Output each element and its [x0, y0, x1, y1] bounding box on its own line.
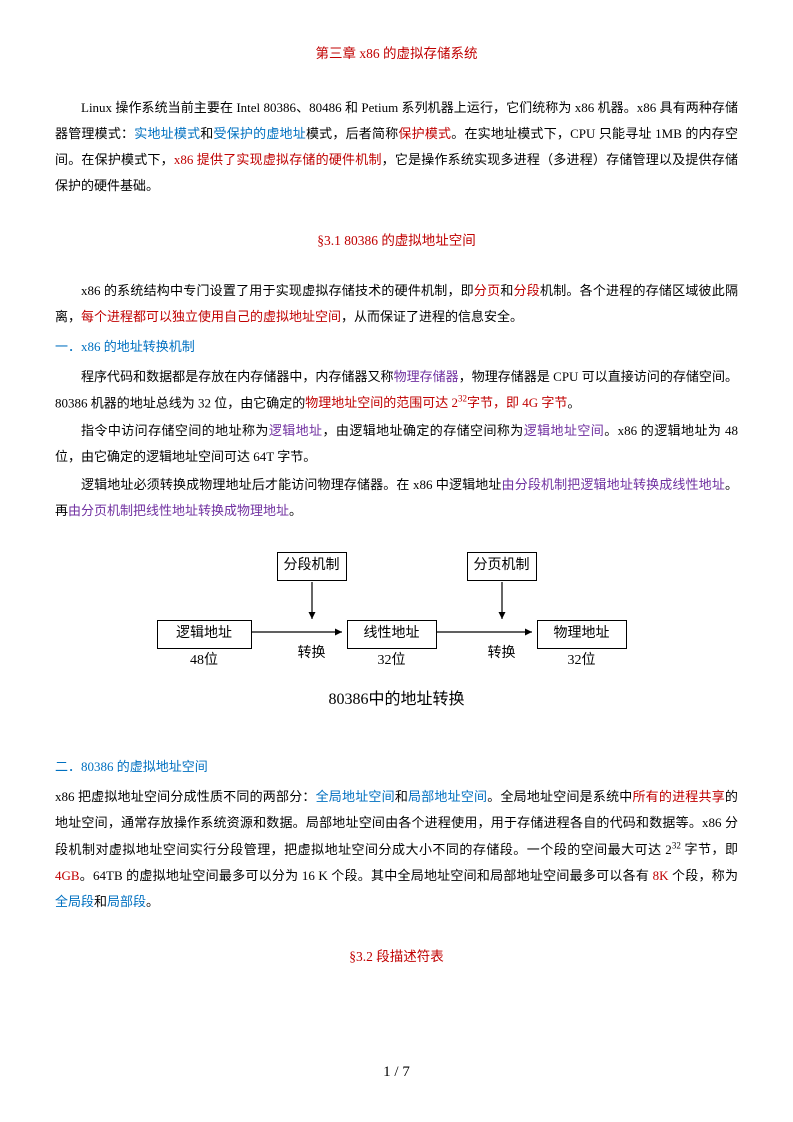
- term-process-virtual-space: 每个进程都可以独立使用自己的虚拟地址空间: [81, 309, 341, 324]
- text: 和: [94, 894, 107, 909]
- box-physical-address: 物理地址: [537, 620, 627, 648]
- term-page-convert: 由分页机制把线性地址转换成物理地址: [68, 503, 289, 518]
- s31-p1: x86 的系统结构中专门设置了用于实现虚拟存储技术的硬件机制，即分页和分段机制。…: [55, 278, 738, 330]
- term-segmentation: 分段: [514, 283, 540, 298]
- subheading-1: 一．x86 的地址转换机制: [55, 334, 738, 360]
- term-logical-address: 逻辑地址: [269, 423, 323, 438]
- subheading-2: 二．80386 的虚拟地址空间: [55, 754, 738, 780]
- text: 。64TB 的虚拟地址空间最多可以分为 16 K 个段。其中全局地址空间和局部地…: [80, 868, 653, 883]
- box-logical-address: 逻辑地址: [157, 620, 252, 648]
- text: 。: [289, 503, 302, 518]
- text: 和: [200, 126, 213, 141]
- label-convert-2: 转换: [472, 640, 532, 668]
- s31b-p1: 程序代码和数据都是存放在内存储器中，内存储器又称物理存储器，物理存储器是 CPU…: [55, 364, 738, 416]
- diagram-caption: 80386中的地址转换: [147, 684, 647, 716]
- text: x86 把虚拟地址空间分成性质不同的两部分：: [55, 789, 316, 804]
- chapter-title: 第三章 x86 的虚拟存储系统: [55, 40, 738, 67]
- term-hardware-mechanism: x86 提供了实现虚拟存储的硬件机制: [174, 152, 382, 167]
- term-local-segment: 局部段: [107, 894, 146, 909]
- text: 程序代码和数据都是存放在内存储器中，内存储器又称: [81, 369, 394, 384]
- term-protected-mode: 保护模式: [398, 126, 451, 141]
- term-real-mode: 实地址模式: [134, 126, 200, 141]
- text: 逻辑地址必须转换成物理地址后才能访问物理存储器。在 x86 中逻辑地址: [81, 477, 502, 492]
- label-48bit: 48位: [157, 647, 252, 675]
- text: 个段，称为: [669, 868, 738, 883]
- text: 。: [567, 395, 580, 410]
- text: ，从而保证了进程的信息安全。: [341, 309, 523, 324]
- page-number: 1 / 7: [0, 1057, 793, 1087]
- text: ，由逻辑地址确定的存储空间称为: [322, 423, 523, 438]
- term-protected-virtual: 受保护的虚地址: [214, 126, 306, 141]
- text: 字节，即: [681, 842, 738, 857]
- text: 和: [500, 283, 513, 298]
- term-8k: 8K: [653, 868, 669, 883]
- term-4gb: 4GB: [55, 868, 80, 883]
- term-global-space: 全局地址空间: [316, 789, 395, 804]
- term-global-segment: 全局段: [55, 894, 94, 909]
- text: x86 的系统结构中专门设置了用于实现虚拟存储技术的硬件机制，即: [81, 283, 474, 298]
- s31c-p1: x86 把虚拟地址空间分成性质不同的两部分：全局地址空间和局部地址空间。全局地址…: [55, 784, 738, 914]
- text: 指令中访问存储空间的地址称为: [81, 423, 269, 438]
- text: 。全局地址空间是系统中: [487, 789, 632, 804]
- label-32bit-2: 32位: [537, 647, 627, 675]
- s31b-p2: 指令中访问存储空间的地址称为逻辑地址，由逻辑地址确定的存储空间称为逻辑地址空间。…: [55, 418, 738, 470]
- term-shared-by-all: 所有的进程共享: [632, 789, 724, 804]
- term-physical-range: 物理地址空间的范围可达 232字节，即 4G 字节: [305, 395, 567, 410]
- text: 和: [395, 789, 408, 804]
- intro-paragraph: Linux 操作系统当前主要在 Intel 80386、80486 和 Peti…: [55, 95, 738, 199]
- term-paging: 分页: [474, 283, 500, 298]
- box-segmentation: 分段机制: [277, 552, 347, 580]
- text: 模式，后者简称: [306, 126, 398, 141]
- section-3-2-heading: §3.2 段描述符表: [55, 943, 738, 970]
- box-linear-address: 线性地址: [347, 620, 437, 648]
- term-local-space: 局部地址空间: [408, 789, 487, 804]
- box-paging: 分页机制: [467, 552, 537, 580]
- address-translation-diagram: 分段机制 分页机制 逻辑地址 48位 转换 线性地址 32位 转换 物理地址 3…: [147, 544, 647, 724]
- label-convert-1: 转换: [282, 640, 342, 668]
- s31b-p3: 逻辑地址必须转换成物理地址后才能访问物理存储器。在 x86 中逻辑地址由分段机制…: [55, 472, 738, 524]
- term-seg-convert: 由分段机制把逻辑地址转换成线性地址: [502, 477, 725, 492]
- text: 。: [146, 894, 159, 909]
- section-3-1-heading: §3.1 80386 的虚拟地址空间: [55, 227, 738, 254]
- term-physical-memory: 物理存储器: [394, 369, 459, 384]
- term-logical-space: 逻辑地址空间: [524, 423, 605, 438]
- label-32bit-1: 32位: [347, 647, 437, 675]
